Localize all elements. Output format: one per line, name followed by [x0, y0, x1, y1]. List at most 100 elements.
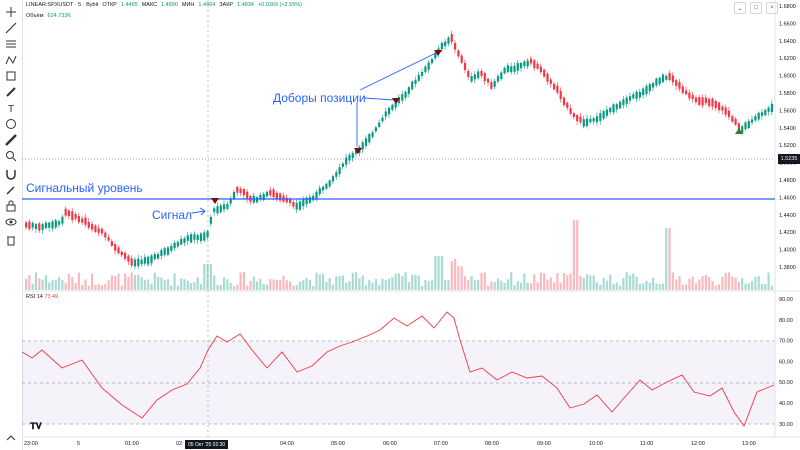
- trendline-icon[interactable]: [3, 20, 19, 36]
- candle-body: [173, 242, 176, 249]
- volume-bar: [665, 228, 668, 290]
- volume-bar: [533, 274, 536, 290]
- volume-bar: [246, 285, 249, 290]
- candle-body: [533, 60, 536, 69]
- text-icon[interactable]: T: [3, 100, 19, 116]
- trash-icon[interactable]: [3, 232, 19, 248]
- volume-bar: [668, 228, 671, 290]
- price-tick-label: 1.6600: [779, 21, 796, 27]
- chart-canvas[interactable]: Сигнальный уровень Сигнал Доборы позиции…: [22, 0, 800, 450]
- volume-bar: [615, 282, 618, 290]
- volume-bar: [315, 272, 318, 290]
- volume-bar: [358, 278, 361, 290]
- volume-bar: [229, 282, 232, 290]
- price-tick-label: 1.4800: [779, 178, 796, 184]
- candle-body: [704, 97, 707, 104]
- projection-icon[interactable]: [3, 68, 19, 84]
- candle-body: [668, 72, 671, 81]
- volume-bar: [170, 285, 173, 290]
- zoom-icon[interactable]: [3, 148, 19, 164]
- lock-icon[interactable]: [3, 198, 19, 214]
- pattern-icon[interactable]: [3, 52, 19, 68]
- chevron-down-icon[interactable]: ⌄: [734, 2, 746, 14]
- candle-body: [163, 248, 166, 255]
- volume-bar: [652, 277, 655, 290]
- candle-body: [721, 106, 724, 111]
- candle-body: [269, 190, 272, 196]
- rsi-axis: 90.00 80.00 70.00 60.00 50.00 40.00 30.00: [779, 297, 793, 428]
- eye-icon[interactable]: [3, 214, 19, 230]
- candle-body: [147, 256, 150, 265]
- candle-body: [292, 202, 295, 207]
- volume-bar: [434, 256, 437, 290]
- candle-body: [127, 255, 130, 262]
- candle-body: [655, 78, 658, 86]
- pencil-lock-icon[interactable]: [3, 182, 19, 198]
- time-axis[interactable]: 23:00 5 01:00 02: 04:00 05:00 06:00 07:00 08:00 0…: [24, 441, 756, 447]
- candle-body: [34, 224, 38, 230]
- candle-body: [110, 241, 113, 246]
- cursor-icon[interactable]: [3, 4, 19, 20]
- volume-bar: [681, 284, 684, 290]
- candle-body: [328, 180, 331, 187]
- candle-body: [246, 191, 249, 200]
- volume-bar: [213, 275, 216, 290]
- add-arrow-2: [363, 97, 395, 101]
- close-icon[interactable]: ×: [766, 2, 778, 14]
- candle-body: [457, 50, 460, 57]
- candle-body: [196, 235, 199, 241]
- symbol-title[interactable]: LINEAR:SPXUSDT · 5 · Bybit: [26, 2, 99, 8]
- candle-body: [404, 91, 407, 98]
- candle-body: [348, 154, 351, 161]
- candle-body: [368, 133, 371, 143]
- candle-body: [549, 79, 552, 84]
- tradingview-logo[interactable]: 𝐓𝐕: [30, 421, 42, 431]
- ohlc-line: LINEAR:SPXUSDT · 5 · Bybit ОТКР 1.4465 МА…: [26, 2, 686, 8]
- brush-icon[interactable]: [3, 84, 19, 100]
- candle-body: [38, 223, 41, 231]
- candle-body: [463, 62, 467, 70]
- ohlc-low-value: 1.4464: [198, 2, 216, 8]
- candle-body: [262, 194, 265, 201]
- volume-bar: [576, 220, 579, 290]
- candle-body: [615, 104, 618, 110]
- price-tick-label: 1.6000: [779, 74, 796, 80]
- candle-body: [259, 194, 262, 199]
- volume-bar: [457, 265, 460, 290]
- ruler-icon[interactable]: [3, 132, 19, 148]
- candle-body: [576, 115, 579, 122]
- candle-body: [203, 232, 206, 241]
- price-tick-label: 1.4200: [779, 230, 796, 236]
- volume-bar: [265, 284, 269, 290]
- volume-bar: [467, 280, 470, 290]
- fib-icon[interactable]: [3, 36, 19, 52]
- volume-bar: [645, 280, 648, 290]
- candle-body: [539, 66, 542, 73]
- price-tick-label: 1.5600: [779, 108, 796, 114]
- emoji-icon[interactable]: [3, 116, 19, 132]
- volume-bar: [67, 273, 71, 290]
- candle-body: [81, 218, 84, 223]
- candle-body: [526, 60, 529, 67]
- add-marker-1: [354, 148, 362, 154]
- volume-bar: [688, 278, 691, 290]
- volume-bar: [549, 277, 552, 290]
- maximize-icon[interactable]: □: [750, 2, 762, 14]
- time-tick-label: 07:00: [434, 441, 448, 447]
- candle-body: [523, 61, 526, 67]
- candle-body: [711, 98, 714, 107]
- candle-body: [31, 222, 34, 228]
- volume-bar: [764, 283, 767, 290]
- candle-body: [714, 100, 717, 109]
- collapse-panel-icon[interactable]: [3, 430, 19, 446]
- volume-bar: [721, 276, 724, 290]
- candle-body: [140, 259, 143, 265]
- volume-bar: [569, 273, 572, 290]
- volume-bar: [331, 284, 335, 290]
- volume-bar: [190, 283, 193, 290]
- price-axis[interactable]: 1.6800 1.6600 1.6400 1.6200 1.6000 1.5800 1.56…: [779, 4, 796, 271]
- candle-body: [493, 81, 496, 87]
- ohlc-open-value: 1.4465: [120, 2, 138, 8]
- volume-bar: [51, 280, 54, 290]
- magnet-icon[interactable]: [3, 166, 19, 182]
